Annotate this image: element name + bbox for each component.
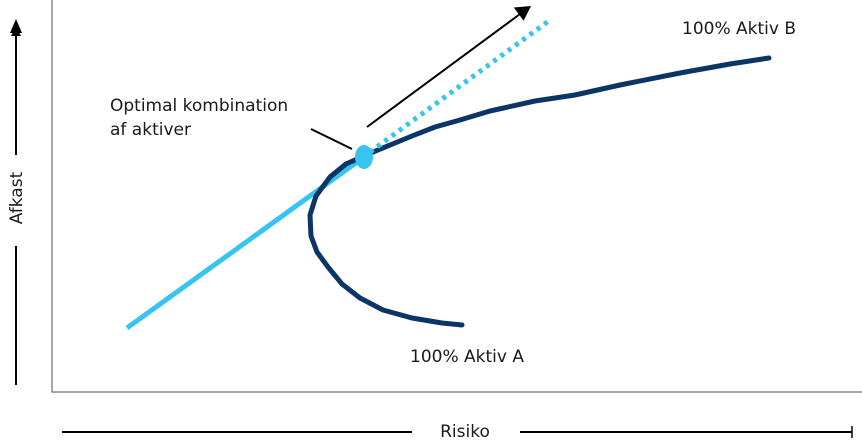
optimal-label-line1: Optimal kombination: [110, 96, 288, 116]
optimal-label-line2: af aktiver: [110, 120, 191, 140]
optimal-label-leader: [310, 128, 353, 150]
asset-b-label: 100% Aktiv B: [682, 19, 796, 39]
y-axis-label: Afkast: [7, 171, 27, 224]
optimal-point-marker: [355, 145, 373, 169]
direction-arrowhead: [513, 6, 531, 21]
x-axis-label: Risiko: [440, 422, 490, 441]
direction-arrow-line: [366, 13, 521, 128]
y-axis-arrowhead: [10, 19, 22, 33]
efficient-frontier-curve: [307, 55, 772, 328]
asset-a-label: 100% Aktiv A: [410, 347, 524, 367]
plot-frame: [51, 0, 862, 393]
capital-line-extension: [368, 17, 552, 155]
